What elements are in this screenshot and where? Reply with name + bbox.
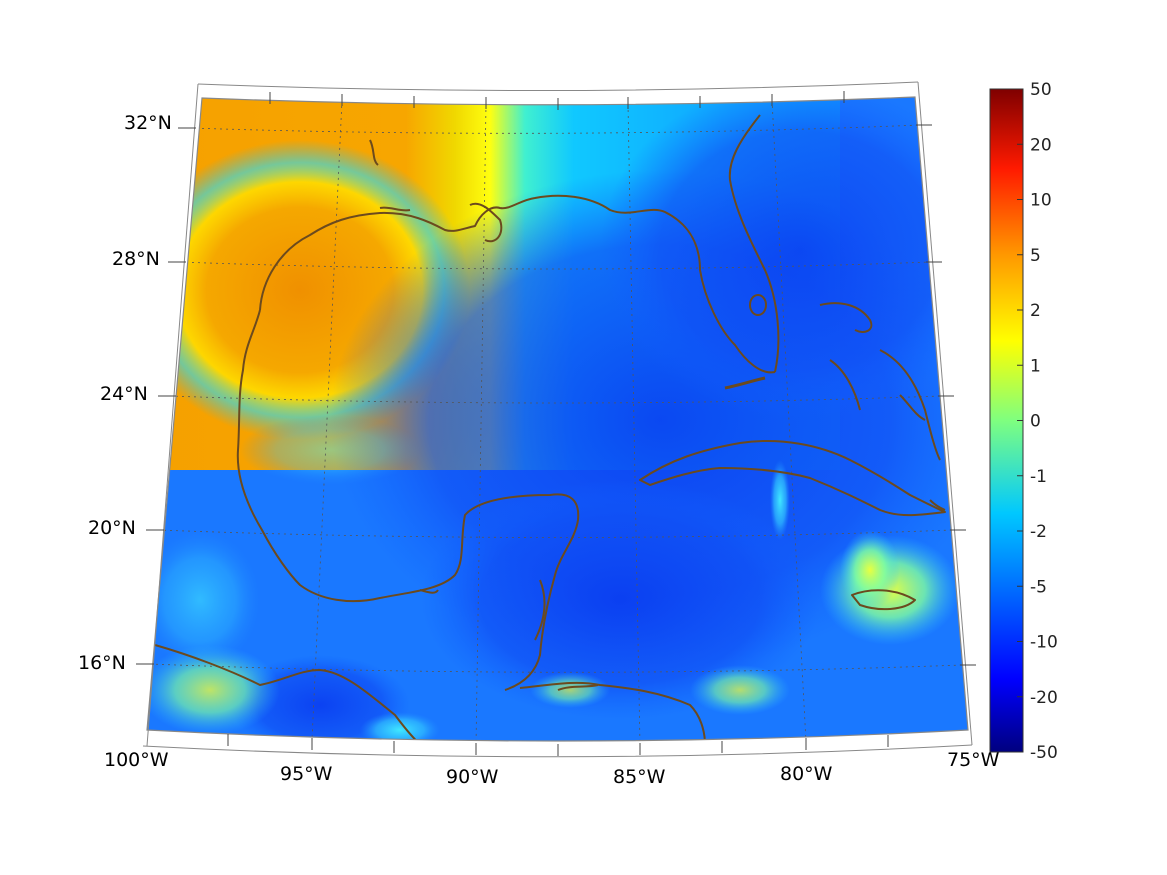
colorbar-tick-label: -5 — [1030, 577, 1047, 597]
lat-axis: 32°N 28°N 24°N 20°N 16°N — [78, 112, 172, 674]
colorbar-tick-label: -20 — [1030, 688, 1058, 708]
map-frame — [146, 96, 969, 742]
colorbar-tick-label: 5 — [1030, 246, 1041, 266]
lon-label-100w: 100°W — [104, 749, 169, 771]
graticule — [149, 99, 963, 741]
colorbar-tick-label: -50 — [1030, 743, 1058, 763]
colorbar-tick-label: 10 — [1030, 191, 1052, 211]
colorbar-tick-label: 1 — [1030, 356, 1041, 376]
colorbar-tick-label: -2 — [1030, 522, 1047, 542]
colorbar-tick-label: 20 — [1030, 135, 1052, 155]
lon-label-80w: 80°W — [780, 763, 833, 785]
lat-label-16n: 16°N — [78, 652, 126, 674]
lon-label-85w: 85°W — [613, 766, 666, 788]
lat-label-20n: 20°N — [88, 517, 136, 539]
lat-label-28n: 28°N — [112, 248, 160, 270]
colorbar-tick-label: 2 — [1030, 301, 1041, 321]
map-field — [147, 97, 968, 741]
colorbar-tick-label: -10 — [1030, 633, 1058, 653]
colorbar-tick-label: 50 — [1030, 80, 1052, 100]
lon-label-90w: 90°W — [446, 766, 499, 788]
lat-label-24n: 24°N — [100, 383, 148, 405]
colorbar-tick-label: 0 — [1030, 412, 1041, 432]
frame-ticks — [136, 91, 976, 756]
colorbar-tick-label: -1 — [1030, 467, 1047, 487]
coastlines — [154, 114, 946, 741]
lat-label-32n: 32°N — [124, 112, 172, 134]
lon-label-75w: 75°W — [947, 749, 1000, 771]
lon-axis: 100°W 95°W 90°W 85°W 80°W 75°W — [104, 749, 1000, 788]
lon-label-95w: 95°W — [280, 763, 333, 785]
